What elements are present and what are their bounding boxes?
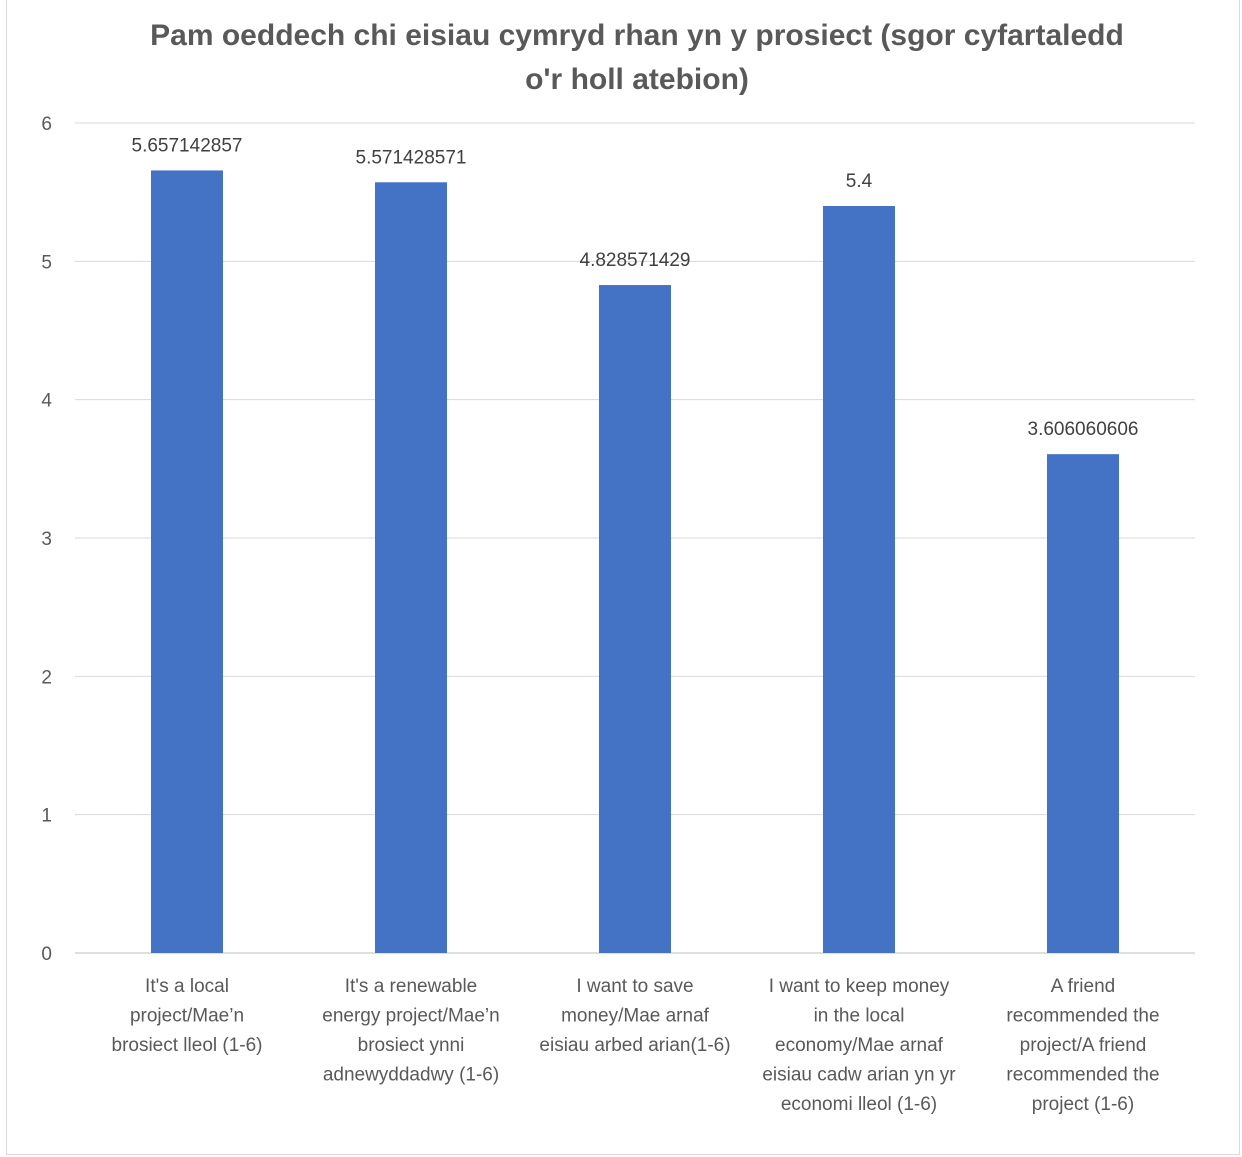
category-label-line: It's a local <box>145 976 229 997</box>
chart-title: Pam oeddech chi eisiau cymryd rhan yn y … <box>150 19 1124 96</box>
category-label-line: project (1-6) <box>1032 1094 1134 1115</box>
y-tick-label: 3 <box>41 529 52 550</box>
bar <box>823 206 895 953</box>
data-label: 5.4 <box>846 171 873 192</box>
data-label: 4.828571429 <box>580 250 691 271</box>
y-tick-label: 2 <box>41 667 52 688</box>
category-label-line: economi lleol (1-6) <box>781 1094 937 1115</box>
bar <box>599 285 671 953</box>
y-tick-label: 4 <box>41 391 52 412</box>
category-label-line: eisiau arbed arian(1-6) <box>539 1035 730 1056</box>
category-label-line: eisiau cadw arian yn yr <box>762 1065 956 1086</box>
category-label-line: brosiect ynni <box>358 1035 465 1056</box>
data-label: 5.571428571 <box>356 147 467 168</box>
y-tick-label: 1 <box>41 806 52 827</box>
category-label-line: recommended the <box>1006 1065 1159 1086</box>
category-label: It's a local project/Mae’n brosiect lleol … <box>112 976 263 1056</box>
category-label-line: adnewyddadwy (1-6) <box>323 1065 499 1086</box>
category-label-line: It's a renewable <box>345 976 477 997</box>
bar <box>151 170 223 953</box>
data-label: 5.657142857 <box>132 135 243 156</box>
data-label: 3.606060606 <box>1028 419 1139 440</box>
y-tick-label: 6 <box>41 114 52 135</box>
bar <box>1047 454 1119 953</box>
category-label-line: A friend <box>1051 976 1115 997</box>
category-label: I want to save money/Mae arnaf eisiau arbe… <box>539 976 730 1056</box>
category-label: I want to keep money in the local economy/… <box>762 976 956 1115</box>
category-label-line: economy/Mae arnaf <box>775 1035 944 1056</box>
category-label-line: project/A friend <box>1020 1035 1147 1056</box>
category-label-line: I want to keep money <box>769 976 950 997</box>
category-label-line: I want to save <box>576 976 693 997</box>
category-label: It's a renewable energy project/Mae’n bros… <box>322 976 499 1086</box>
category-label-line: recommended the <box>1006 1006 1159 1027</box>
category-label-line: brosiect lleol (1-6) <box>112 1035 263 1056</box>
bar <box>375 182 447 954</box>
y-tick-label: 5 <box>41 252 52 273</box>
category-label-line: energy project/Mae’n <box>322 1006 499 1027</box>
category-label-line: money/Mae arnaf <box>561 1006 710 1027</box>
category-label: A friend recommended the project/A friend r… <box>1006 976 1159 1115</box>
category-label-line: project/Mae’n <box>130 1006 244 1027</box>
y-tick-label: 0 <box>41 944 52 965</box>
category-label-line: in the local <box>814 1006 905 1027</box>
